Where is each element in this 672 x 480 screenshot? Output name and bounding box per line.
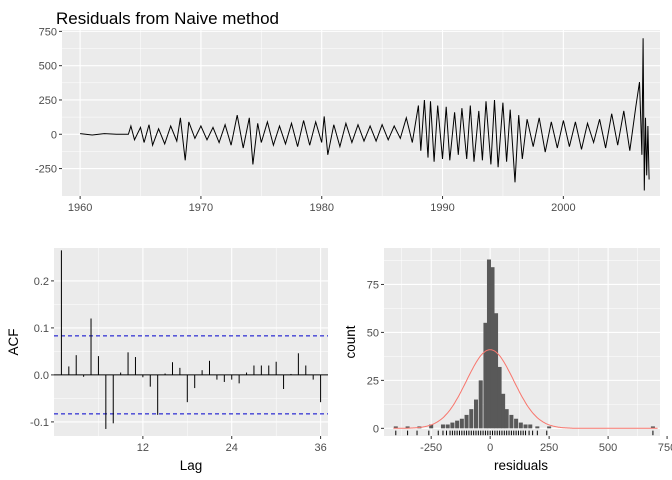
y-tick-label: 0 [373, 423, 379, 435]
histogram-x-axis-title: residuals [494, 458, 548, 473]
x-tick-label: 36 [314, 442, 326, 454]
histogram-bar [547, 426, 552, 429]
histogram-bar [497, 366, 502, 429]
histogram-bar [650, 426, 655, 429]
histogram-bar [440, 424, 445, 429]
histogram-bar [483, 322, 488, 429]
histogram-bar [445, 424, 450, 429]
histogram-bar [535, 426, 540, 429]
acf-x-axis-title: Lag [180, 458, 203, 473]
x-tick-label: 750 [658, 442, 672, 454]
histogram-panel [384, 248, 660, 436]
x-tick-label: 250 [540, 442, 558, 454]
x-tick-label: 500 [599, 442, 617, 454]
x-tick-label: 24 [226, 442, 238, 454]
y-tick-label: 250 [39, 95, 57, 107]
y-tick-label: 25 [367, 375, 379, 387]
x-tick-label: 12 [137, 442, 149, 454]
histogram-bar [523, 424, 528, 429]
histogram-bar [528, 424, 533, 429]
acf-y-axis-title: ACF [6, 329, 21, 356]
histogram-bar [490, 267, 495, 429]
y-tick-label: 500 [39, 61, 57, 73]
histogram-bar [393, 426, 398, 429]
histogram-y-axis-title: count [343, 325, 358, 358]
histogram-bar [455, 420, 460, 429]
y-tick-label: -250 [35, 164, 57, 176]
histogram-bar [514, 418, 519, 429]
x-tick-label: -250 [420, 442, 442, 454]
histogram-bar [501, 393, 506, 429]
histogram-bar [494, 313, 499, 429]
histogram-bar [486, 259, 491, 429]
y-tick-label: -0.1 [30, 417, 49, 429]
y-tick-label: 50 [367, 327, 379, 339]
x-tick-label: 1970 [189, 202, 213, 214]
residuals-series-line [80, 38, 650, 191]
histogram-bar [478, 380, 483, 429]
acf-panel [54, 248, 328, 436]
y-tick-label: 0 [51, 129, 57, 141]
histogram-bar [464, 414, 469, 429]
histogram-bar [429, 424, 434, 429]
chart-title: Residuals from Naive method [56, 9, 279, 28]
y-tick-label: 75 [367, 279, 379, 291]
histogram-bar [405, 426, 410, 429]
x-tick-label: 1980 [309, 202, 333, 214]
x-tick-label: 2000 [551, 202, 575, 214]
histogram-bar [509, 414, 514, 429]
x-tick-label: 0 [487, 442, 493, 454]
histogram-bar [469, 409, 474, 429]
y-tick-label: 0.0 [34, 370, 49, 382]
x-tick-label: 1960 [68, 202, 92, 214]
histogram-bar [504, 409, 509, 429]
y-tick-label: 750 [39, 26, 57, 38]
y-tick-label: 0.2 [34, 276, 49, 288]
histogram-bar [459, 418, 464, 429]
normal-density-curve [393, 349, 658, 429]
y-tick-label: 0.1 [34, 323, 49, 335]
x-tick-label: 1990 [430, 202, 454, 214]
histogram-bar [518, 422, 523, 429]
histogram-bar [450, 422, 455, 429]
residuals-panel [62, 30, 660, 196]
histogram-bar [473, 399, 479, 429]
